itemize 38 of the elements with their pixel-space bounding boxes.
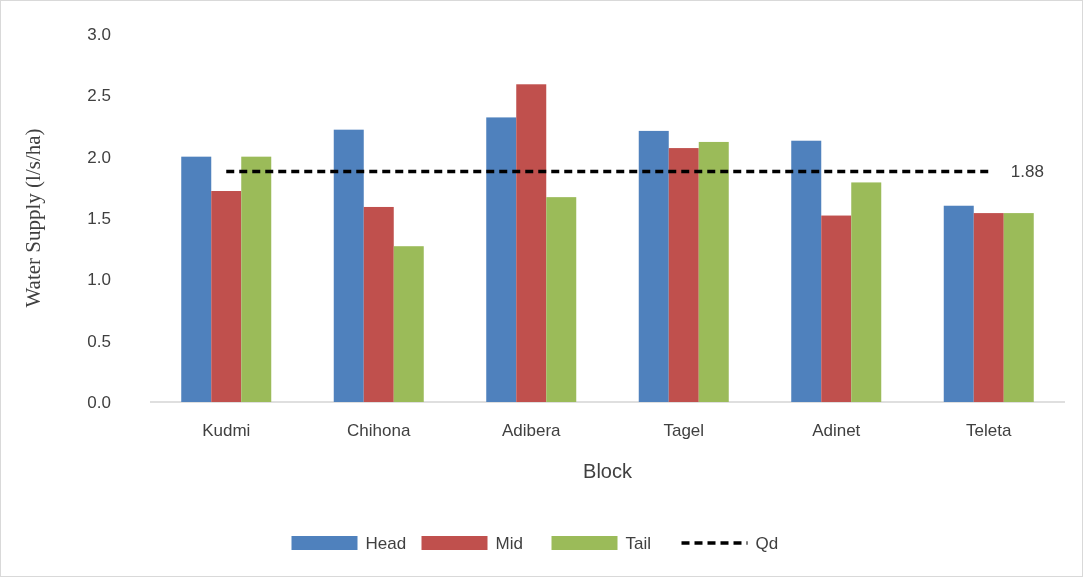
bar (516, 84, 547, 402)
bar (668, 148, 699, 402)
y-tick-label: 0.0 (87, 392, 111, 412)
legend-label: Mid (495, 533, 523, 553)
bar (393, 246, 424, 402)
legend-label: Qd (755, 533, 779, 553)
y-tick-label: 1.5 (87, 208, 111, 228)
y-tick-label: 3.0 (87, 24, 111, 44)
y-tick-label: 1.0 (87, 270, 111, 290)
bar (943, 205, 974, 402)
legend-label: Head (365, 533, 407, 553)
x-tick-label: Chihona (347, 421, 411, 440)
bar (973, 213, 1004, 402)
bar (211, 191, 242, 402)
bar (363, 206, 394, 402)
y-tick-label: 2.5 (87, 86, 111, 106)
bar (546, 197, 577, 402)
bar (821, 215, 852, 402)
x-tick-label: Teleta (966, 421, 1012, 440)
y-tick-label: 2.0 (87, 147, 111, 167)
bar (333, 129, 364, 402)
bar (851, 182, 882, 402)
bar (698, 141, 729, 402)
x-tick-label: Tagel (663, 421, 705, 440)
y-axis-title: Water Supply (l/s/ha) (21, 128, 45, 308)
x-tick-label: Adibera (501, 421, 562, 440)
legend-label: Tail (625, 533, 652, 553)
bar (181, 156, 212, 402)
x-tick-label: Kudmi (202, 421, 251, 440)
y-tick-label: 0.5 (87, 331, 111, 351)
bar (486, 117, 517, 402)
bar (241, 156, 272, 402)
x-tick-label: Adinet (812, 421, 861, 440)
annotation: 1.88 (1010, 162, 1044, 182)
bar (638, 130, 669, 402)
bar (791, 140, 822, 402)
bar (1003, 213, 1034, 402)
x-axis-title: Block (583, 460, 633, 482)
